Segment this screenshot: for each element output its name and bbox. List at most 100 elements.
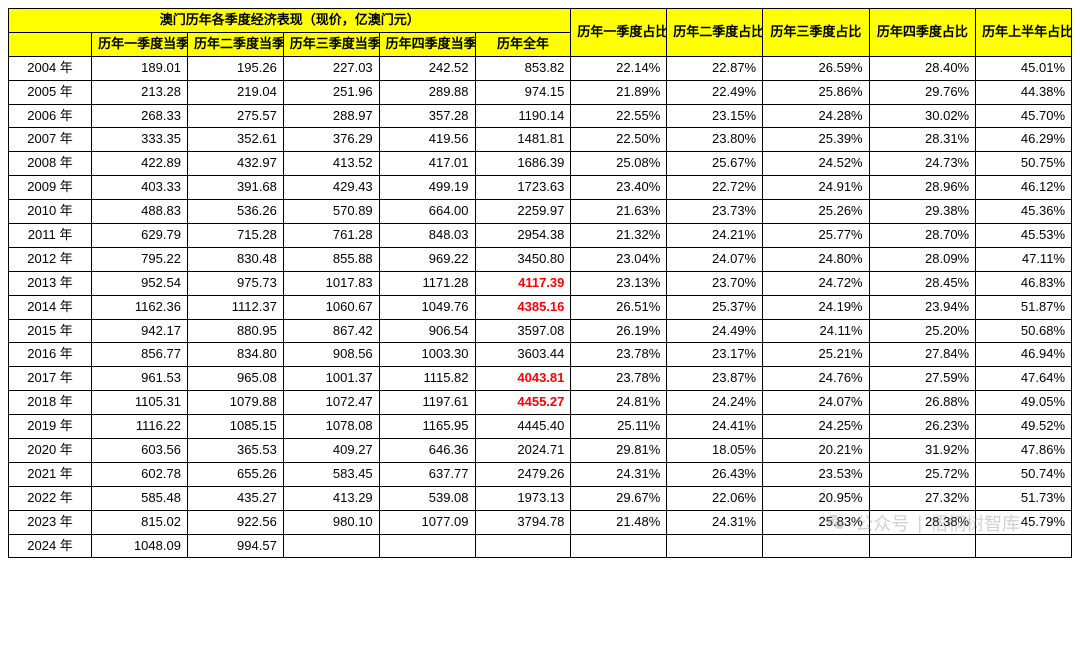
cell-p1: 26.19% (571, 319, 667, 343)
cell-q3 (283, 534, 379, 558)
cell-q4: 1165.95 (379, 415, 475, 439)
cell-p3 (763, 534, 870, 558)
cell-year: 2004 年 (9, 56, 92, 80)
table-row: 2005 年213.28219.04251.96289.88974.1521.8… (9, 80, 1072, 104)
cell-q2: 536.26 (187, 200, 283, 224)
cell-year: 2005 年 (9, 80, 92, 104)
cell-p3: 20.95% (763, 486, 870, 510)
cell-q3: 429.43 (283, 176, 379, 200)
cell-q1: 603.56 (92, 439, 188, 463)
header-total: 历年全年 (475, 32, 571, 56)
cell-q3: 980.10 (283, 510, 379, 534)
cell-p3: 24.80% (763, 247, 870, 271)
cell-total: 4117.39 (475, 271, 571, 295)
cell-q2: 275.57 (187, 104, 283, 128)
cell-p4: 27.84% (869, 343, 976, 367)
cell-q3: 1001.37 (283, 367, 379, 391)
cell-p1: 25.08% (571, 152, 667, 176)
cell-total: 3603.44 (475, 343, 571, 367)
cell-year: 2011 年 (9, 224, 92, 248)
cell-p3: 24.11% (763, 319, 870, 343)
cell-total: 2024.71 (475, 439, 571, 463)
cell-h1: 45.70% (976, 104, 1072, 128)
cell-p1: 23.78% (571, 367, 667, 391)
cell-p3: 25.39% (763, 128, 870, 152)
cell-p4: 31.92% (869, 439, 976, 463)
cell-q3: 570.89 (283, 200, 379, 224)
cell-p4: 28.70% (869, 224, 976, 248)
cell-q3: 1072.47 (283, 391, 379, 415)
cell-q3: 761.28 (283, 224, 379, 248)
cell-h1: 47.86% (976, 439, 1072, 463)
cell-q2: 834.80 (187, 343, 283, 367)
cell-q4: 419.56 (379, 128, 475, 152)
cell-p2: 22.49% (667, 80, 763, 104)
cell-q1: 333.35 (92, 128, 188, 152)
cell-p1: 21.48% (571, 510, 667, 534)
header-q3: 历年三季度当季 (283, 32, 379, 56)
cell-q1: 189.01 (92, 56, 188, 80)
cell-p1: 22.50% (571, 128, 667, 152)
cell-q3: 288.97 (283, 104, 379, 128)
cell-year: 2006 年 (9, 104, 92, 128)
cell-total: 2954.38 (475, 224, 571, 248)
cell-q1: 952.54 (92, 271, 188, 295)
cell-q1: 585.48 (92, 486, 188, 510)
header-p1: 历年一季度占比 (571, 9, 667, 57)
cell-p1: 24.81% (571, 391, 667, 415)
table-row: 2012 年795.22830.48855.88969.223450.8023.… (9, 247, 1072, 271)
cell-q3: 251.96 (283, 80, 379, 104)
cell-q2: 965.08 (187, 367, 283, 391)
cell-year: 2016 年 (9, 343, 92, 367)
cell-p4: 27.59% (869, 367, 976, 391)
cell-p1: 23.13% (571, 271, 667, 295)
cell-p2: 22.87% (667, 56, 763, 80)
cell-h1: 51.87% (976, 295, 1072, 319)
table-row: 2015 年942.17880.95867.42906.543597.0826.… (9, 319, 1072, 343)
cell-q2: 994.57 (187, 534, 283, 558)
cell-p2: 24.21% (667, 224, 763, 248)
cell-total: 853.82 (475, 56, 571, 80)
table-row: 2020 年603.56365.53409.27646.362024.7129.… (9, 439, 1072, 463)
cell-year: 2013 年 (9, 271, 92, 295)
cell-q4: 357.28 (379, 104, 475, 128)
cell-p2: 24.41% (667, 415, 763, 439)
cell-q2: 391.68 (187, 176, 283, 200)
cell-p2: 26.43% (667, 462, 763, 486)
cell-q4: 906.54 (379, 319, 475, 343)
cell-h1: 47.64% (976, 367, 1072, 391)
table-row: 2014 年1162.361112.371060.671049.764385.1… (9, 295, 1072, 319)
cell-q3: 1078.08 (283, 415, 379, 439)
header-q2: 历年二季度当季 (187, 32, 283, 56)
cell-total: 1481.81 (475, 128, 571, 152)
cell-p3: 20.21% (763, 439, 870, 463)
cell-p2: 22.06% (667, 486, 763, 510)
cell-q3: 227.03 (283, 56, 379, 80)
cell-h1: 47.11% (976, 247, 1072, 271)
cell-h1: 45.79% (976, 510, 1072, 534)
cell-q1: 961.53 (92, 367, 188, 391)
cell-q1: 213.28 (92, 80, 188, 104)
cell-year: 2022 年 (9, 486, 92, 510)
cell-p2: 23.70% (667, 271, 763, 295)
cell-p1: 21.89% (571, 80, 667, 104)
cell-p1 (571, 534, 667, 558)
cell-q2: 219.04 (187, 80, 283, 104)
cell-total: 974.15 (475, 80, 571, 104)
cell-q4: 539.08 (379, 486, 475, 510)
cell-q4: 1171.28 (379, 271, 475, 295)
cell-q1: 629.79 (92, 224, 188, 248)
cell-p3: 25.83% (763, 510, 870, 534)
cell-total: 1723.63 (475, 176, 571, 200)
cell-p2: 24.24% (667, 391, 763, 415)
cell-total: 2479.26 (475, 462, 571, 486)
table-row: 2016 年856.77834.80908.561003.303603.4423… (9, 343, 1072, 367)
cell-q2: 880.95 (187, 319, 283, 343)
cell-p2: 23.15% (667, 104, 763, 128)
cell-q2: 1085.15 (187, 415, 283, 439)
cell-h1: 51.73% (976, 486, 1072, 510)
cell-h1: 49.05% (976, 391, 1072, 415)
cell-h1: 50.75% (976, 152, 1072, 176)
cell-p2: 18.05% (667, 439, 763, 463)
table-row: 2023 年815.02922.56980.101077.093794.7821… (9, 510, 1072, 534)
